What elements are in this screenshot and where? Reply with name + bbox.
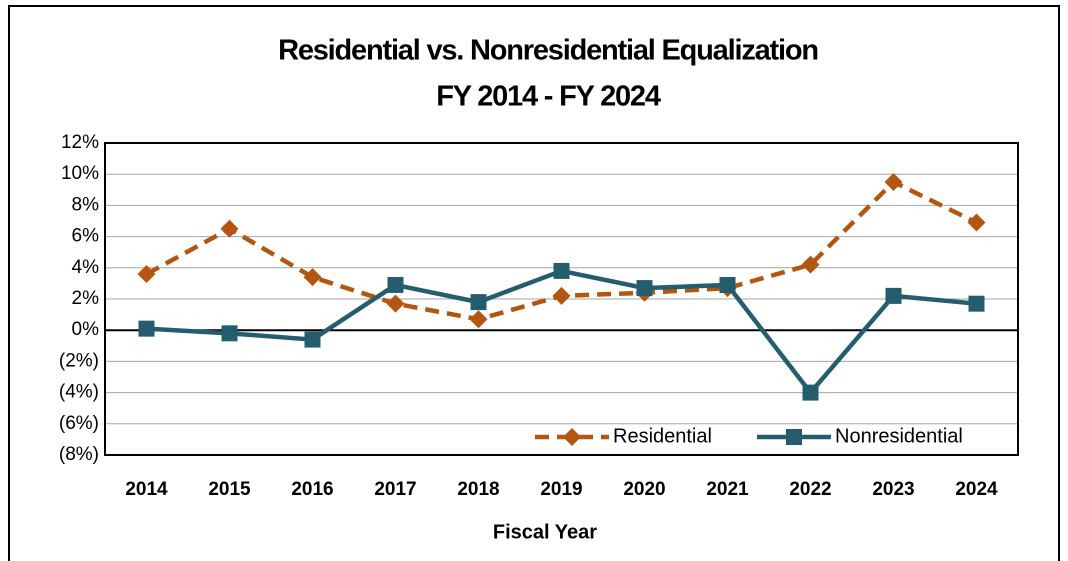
- y-tick-label: 0%: [72, 319, 100, 340]
- data-point: [303, 268, 322, 287]
- x-tick-label: 2015: [208, 479, 251, 500]
- x-tick-label: 2022: [789, 479, 831, 500]
- legend-marker: [563, 428, 581, 446]
- x-tick-label: 2016: [291, 479, 333, 500]
- data-point: [387, 276, 404, 293]
- data-point: [221, 325, 238, 342]
- plot-area: [104, 142, 1019, 456]
- chart-frame: [8, 5, 1060, 561]
- chart-title: Residential vs. Nonresidential Equalizat…: [278, 35, 818, 67]
- y-tick-label: 10%: [61, 163, 99, 184]
- x-tick-label: 2014: [125, 479, 168, 500]
- data-point: [968, 295, 985, 312]
- data-point: [636, 280, 653, 297]
- legend-marker: [786, 429, 802, 445]
- data-point: [719, 276, 736, 293]
- data-point: [137, 265, 156, 284]
- x-tick-label: 2023: [872, 479, 914, 500]
- x-tick-label: 2018: [457, 479, 499, 500]
- data-point: [967, 213, 986, 232]
- data-point: [386, 294, 405, 313]
- x-tick-label: 2017: [374, 479, 416, 500]
- y-tick-label: (6%): [59, 413, 99, 434]
- legend-label: Nonresidential: [835, 425, 963, 447]
- x-axis-title: Fiscal Year: [493, 521, 597, 543]
- y-tick-label: 6%: [72, 226, 100, 247]
- data-point: [469, 310, 488, 329]
- x-tick-label: 2021: [706, 479, 749, 500]
- legend-label: Residential: [613, 425, 712, 447]
- y-tick-label: 8%: [72, 194, 100, 215]
- data-point: [220, 219, 239, 238]
- x-tick-label: 2024: [955, 479, 998, 500]
- data-point: [553, 262, 570, 279]
- x-tick-label: 2020: [623, 479, 665, 500]
- y-tick-label: (2%): [59, 350, 99, 371]
- data-point: [802, 384, 819, 401]
- data-point: [884, 173, 903, 191]
- y-tick-label: (4%): [59, 382, 99, 403]
- data-point: [304, 331, 321, 348]
- y-tick-label: 2%: [72, 288, 100, 309]
- data-point: [138, 320, 155, 337]
- data-point: [552, 286, 571, 305]
- y-tick-label: (8%): [59, 444, 99, 465]
- chart-subtitle: FY 2014 - FY 2024: [436, 81, 661, 113]
- data-point: [885, 287, 902, 304]
- y-tick-label: 4%: [72, 257, 100, 278]
- data-point: [801, 255, 820, 274]
- y-tick-label: 12%: [61, 132, 99, 153]
- x-tick-label: 2019: [540, 479, 582, 500]
- data-point: [470, 294, 487, 311]
